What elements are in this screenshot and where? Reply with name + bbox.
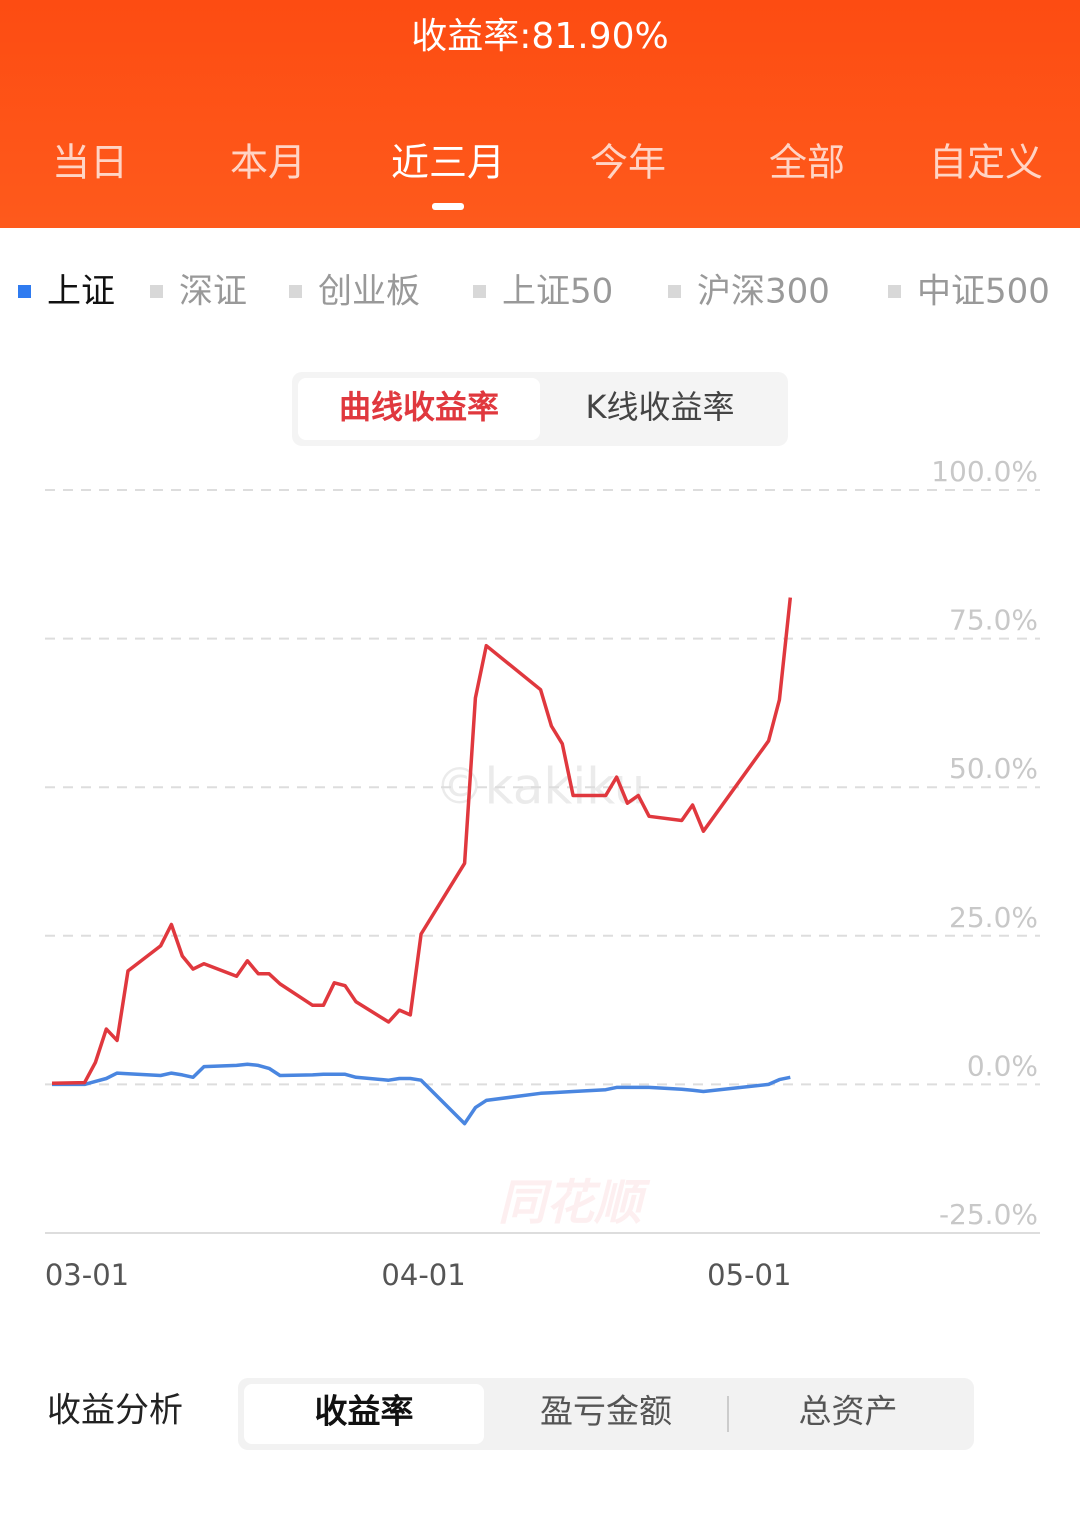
index-tab[interactable]: 上证50 (502, 272, 613, 312)
index-tab[interactable]: 沪深300 (697, 272, 830, 312)
period-tab[interactable]: 今年 (590, 141, 666, 185)
toggle-active (298, 378, 540, 440)
header-title: 收益率:81.90% (411, 16, 668, 57)
index-marker (888, 285, 901, 298)
chart-toggle[interactable]: K线收益率 (586, 388, 735, 426)
y-tick-label: -25.0% (939, 1198, 1038, 1231)
y-tick-label: 100.0% (931, 455, 1038, 488)
x-tick-label: 05-01 (707, 1258, 791, 1292)
analysis-title: 收益分析 (47, 1391, 183, 1431)
analysis-tab[interactable]: 盈亏金额 (540, 1392, 672, 1431)
period-tab[interactable]: 全部 (769, 141, 845, 185)
x-tick-label: 03-01 (45, 1258, 129, 1292)
index-marker (150, 285, 163, 298)
x-tick-label: 04-01 (381, 1258, 465, 1292)
y-tick-label: 0.0% (967, 1049, 1038, 1082)
chart-toggle[interactable]: 曲线收益率 (339, 388, 499, 426)
analysis-active (244, 1384, 484, 1444)
period-tab[interactable]: 近三月 (391, 141, 505, 185)
y-tick-label: 75.0% (949, 604, 1038, 637)
index-marker (473, 285, 486, 298)
analysis-tab[interactable]: 总资产 (799, 1392, 898, 1431)
y-tick-label: 25.0% (949, 901, 1038, 934)
index-tab[interactable]: 上证 (47, 272, 115, 312)
period-tab[interactable]: 本月 (230, 141, 306, 185)
index-marker (668, 285, 681, 298)
period-tab[interactable]: 自定义 (929, 141, 1043, 185)
series-line (51, 597, 793, 1085)
index-marker (18, 285, 31, 298)
header-bg (0, 0, 1080, 228)
index-tab[interactable]: 创业板 (318, 272, 420, 312)
period-tab[interactable]: 当日 (52, 141, 128, 185)
index-tab[interactable]: 中证500 (917, 272, 1050, 312)
tab-indicator (432, 203, 464, 210)
y-tick-label: 50.0% (949, 752, 1038, 785)
index-marker (289, 285, 302, 298)
series-line (52, 1062, 791, 1126)
watermark: 同花顺 (498, 1175, 651, 1231)
analysis-tab[interactable]: 收益率 (315, 1392, 414, 1431)
index-tab[interactable]: 深证 (179, 272, 247, 312)
